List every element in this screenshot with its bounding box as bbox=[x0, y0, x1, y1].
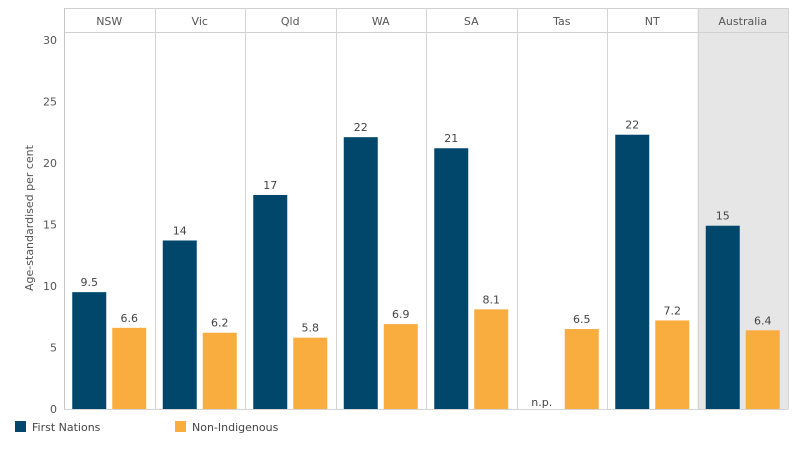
data-label: 9.5 bbox=[81, 276, 99, 289]
bar bbox=[474, 309, 509, 409]
data-label: 6.6 bbox=[121, 312, 139, 325]
legend-label: Non-Indigenous bbox=[192, 421, 279, 434]
panel-label: Tas bbox=[552, 15, 571, 28]
bar bbox=[343, 137, 378, 410]
panel-label: WA bbox=[372, 15, 390, 28]
bar bbox=[383, 324, 418, 409]
bar bbox=[202, 332, 237, 409]
data-label: 8.1 bbox=[483, 293, 501, 306]
y-tick-label: 25 bbox=[43, 96, 57, 109]
panel-label: Qld bbox=[281, 15, 300, 28]
data-label: 6.9 bbox=[392, 308, 410, 321]
y-tick-label: 30 bbox=[43, 34, 57, 47]
y-tick-label: 0 bbox=[50, 403, 57, 416]
panel-label: Vic bbox=[192, 15, 208, 28]
data-label: 6.5 bbox=[573, 313, 591, 326]
data-label: 15 bbox=[716, 210, 730, 223]
legend-swatch bbox=[175, 421, 186, 432]
panel-label: NT bbox=[645, 15, 660, 28]
legend-swatch bbox=[15, 421, 26, 432]
bar bbox=[112, 327, 147, 409]
data-label: 17 bbox=[263, 179, 277, 192]
y-axis: 0 5 10 15 20 25 30 bbox=[43, 34, 57, 416]
bar bbox=[162, 240, 197, 409]
data-label: 22 bbox=[354, 121, 368, 134]
bars bbox=[72, 134, 780, 410]
data-label: n.p. bbox=[531, 396, 552, 409]
y-tick-label: 10 bbox=[43, 280, 57, 293]
y-axis-title: Age-standardised per cent bbox=[23, 144, 36, 291]
y-tick-label: 15 bbox=[43, 219, 57, 232]
data-label: 21 bbox=[444, 132, 458, 145]
bar bbox=[655, 320, 690, 409]
panel-label: SA bbox=[464, 15, 479, 28]
panel-label: Australia bbox=[718, 15, 767, 28]
data-label: 6.4 bbox=[754, 314, 772, 327]
value-labels: 9.5 6.6 14 6.2 17 5.8 22 6.9 21 8.1 n.p. 6.5 22 7.2 15… bbox=[81, 119, 772, 409]
data-label: 14 bbox=[173, 224, 187, 237]
data-label: 7.2 bbox=[664, 304, 682, 317]
y-tick-label: 5 bbox=[50, 342, 57, 355]
bar bbox=[434, 148, 469, 410]
data-label: 22 bbox=[625, 119, 639, 132]
legend-label: First Nations bbox=[32, 421, 101, 434]
bar bbox=[615, 134, 650, 409]
data-label: 5.8 bbox=[302, 322, 320, 335]
bar bbox=[293, 337, 328, 409]
bar bbox=[705, 225, 740, 409]
bar bbox=[564, 329, 599, 409]
legend: First Nations Non-Indigenous bbox=[15, 421, 279, 434]
bar bbox=[253, 194, 288, 409]
data-label: 6.2 bbox=[211, 317, 229, 330]
panel-headers: NSW Vic Qld WA SA Tas NT Australia bbox=[96, 15, 767, 28]
panel-label: NSW bbox=[96, 15, 122, 28]
bar bbox=[72, 292, 107, 409]
y-tick-label: 20 bbox=[43, 157, 57, 170]
bar bbox=[745, 330, 780, 409]
